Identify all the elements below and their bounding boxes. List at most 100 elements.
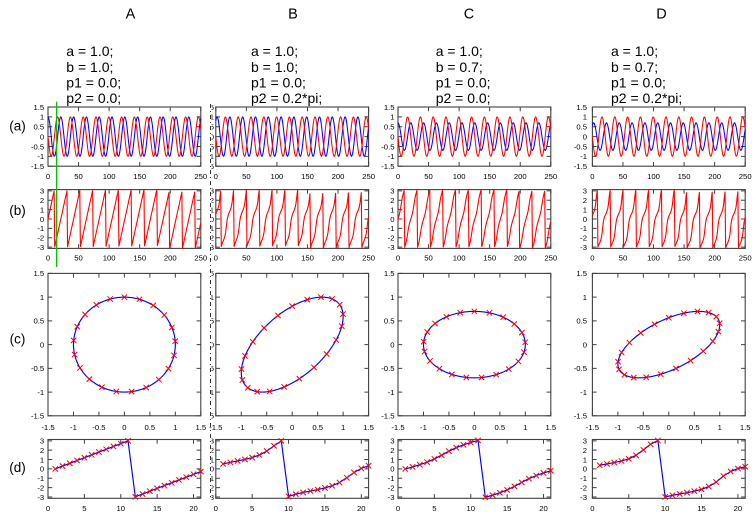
svg-text:250: 250 xyxy=(544,172,557,181)
svg-text:-1.5: -1.5 xyxy=(201,162,214,171)
svg-text:-1: -1 xyxy=(614,423,621,432)
svg-text:10: 10 xyxy=(284,504,293,513)
svg-text:-0.5: -0.5 xyxy=(442,423,455,432)
svg-text:150: 150 xyxy=(483,172,496,181)
svg-text:1: 1 xyxy=(390,293,394,302)
svg-text:-1.5: -1.5 xyxy=(381,412,394,421)
svg-text:b = 1.0;: b = 1.0; xyxy=(251,59,298,75)
svg-text:0: 0 xyxy=(583,132,587,141)
svg-text:200: 200 xyxy=(514,254,527,263)
svg-text:1: 1 xyxy=(40,293,44,302)
svg-text:150: 150 xyxy=(483,254,496,263)
svg-text:1: 1 xyxy=(583,205,587,214)
svg-text:-0.5: -0.5 xyxy=(31,142,44,151)
svg-text:200: 200 xyxy=(708,172,721,181)
svg-text:-2: -2 xyxy=(388,483,395,492)
svg-text:0.5: 0.5 xyxy=(495,423,506,432)
svg-text:5: 5 xyxy=(627,504,631,513)
svg-text:-1: -1 xyxy=(388,224,395,233)
svg-text:(d): (d) xyxy=(9,460,26,475)
svg-text:-0.5: -0.5 xyxy=(260,423,273,432)
svg-text:-1: -1 xyxy=(70,423,77,432)
svg-text:-3: -3 xyxy=(37,243,44,252)
svg-text:-2: -2 xyxy=(580,483,587,492)
svg-text:-0.5: -0.5 xyxy=(381,142,394,151)
svg-text:-1: -1 xyxy=(580,474,587,483)
svg-text:-1: -1 xyxy=(37,224,44,233)
svg-text:100: 100 xyxy=(103,172,116,181)
svg-text:3: 3 xyxy=(40,187,44,196)
svg-text:3: 3 xyxy=(583,437,587,446)
svg-text:a = 1.0;: a = 1.0; xyxy=(436,43,483,59)
svg-text:1: 1 xyxy=(718,423,722,432)
svg-text:0: 0 xyxy=(390,132,394,141)
svg-text:0.5: 0.5 xyxy=(34,317,45,326)
svg-text:1: 1 xyxy=(390,113,394,122)
svg-text:1.5: 1.5 xyxy=(363,423,374,432)
svg-text:150: 150 xyxy=(678,254,691,263)
svg-text:200: 200 xyxy=(164,254,177,263)
svg-text:1.5: 1.5 xyxy=(203,269,214,278)
svg-text:5: 5 xyxy=(82,504,86,513)
svg-text:p1 = 0.0;: p1 = 0.0; xyxy=(66,74,121,90)
svg-text:0: 0 xyxy=(122,423,126,432)
svg-text:1: 1 xyxy=(583,113,587,122)
svg-text:1.5: 1.5 xyxy=(576,103,587,112)
svg-text:1: 1 xyxy=(40,205,44,214)
svg-text:a = 1.0;: a = 1.0; xyxy=(66,43,113,59)
svg-text:-1: -1 xyxy=(207,152,214,161)
svg-text:-1: -1 xyxy=(207,388,214,397)
svg-text:15: 15 xyxy=(697,504,706,513)
svg-text:0: 0 xyxy=(583,215,587,224)
svg-text:250: 250 xyxy=(362,172,375,181)
svg-text:0: 0 xyxy=(40,132,44,141)
svg-text:150: 150 xyxy=(301,254,314,263)
svg-text:50: 50 xyxy=(242,172,251,181)
svg-text:10: 10 xyxy=(661,504,670,513)
svg-text:-1: -1 xyxy=(388,152,395,161)
svg-text:0: 0 xyxy=(583,340,587,349)
svg-text:0: 0 xyxy=(40,465,44,474)
svg-text:1: 1 xyxy=(390,205,394,214)
svg-text:100: 100 xyxy=(103,254,116,263)
svg-text:0: 0 xyxy=(46,172,50,181)
svg-text:0: 0 xyxy=(210,465,214,474)
svg-text:15: 15 xyxy=(153,504,162,513)
svg-text:p1 = 0.0;: p1 = 0.0; xyxy=(611,74,666,90)
svg-text:-1: -1 xyxy=(580,152,587,161)
svg-text:0: 0 xyxy=(390,340,394,349)
svg-text:250: 250 xyxy=(194,172,207,181)
svg-text:0: 0 xyxy=(590,254,594,263)
svg-text:0.5: 0.5 xyxy=(203,317,214,326)
svg-text:3: 3 xyxy=(40,437,44,446)
svg-text:0: 0 xyxy=(390,215,394,224)
svg-text:10: 10 xyxy=(116,504,125,513)
svg-text:1.5: 1.5 xyxy=(740,423,751,432)
svg-text:2: 2 xyxy=(210,446,214,455)
svg-text:1: 1 xyxy=(341,423,345,432)
svg-text:1.5: 1.5 xyxy=(384,269,395,278)
svg-text:3: 3 xyxy=(390,187,394,196)
svg-text:1.5: 1.5 xyxy=(545,423,556,432)
svg-text:-0.5: -0.5 xyxy=(201,364,214,373)
svg-text:-1: -1 xyxy=(207,224,214,233)
svg-text:-0.5: -0.5 xyxy=(31,364,44,373)
svg-text:-1: -1 xyxy=(388,474,395,483)
svg-text:100: 100 xyxy=(271,172,284,181)
svg-text:0: 0 xyxy=(210,132,214,141)
svg-text:0: 0 xyxy=(214,172,218,181)
svg-text:200: 200 xyxy=(708,254,721,263)
svg-text:0: 0 xyxy=(214,504,218,513)
svg-text:-1.5: -1.5 xyxy=(209,423,222,432)
svg-text:(a): (a) xyxy=(9,119,26,134)
svg-text:-3: -3 xyxy=(580,243,587,252)
svg-text:100: 100 xyxy=(453,172,466,181)
svg-text:-0.5: -0.5 xyxy=(637,423,650,432)
svg-text:1: 1 xyxy=(40,455,44,464)
svg-text:250: 250 xyxy=(362,254,375,263)
svg-text:-0.5: -0.5 xyxy=(574,142,587,151)
svg-text:2: 2 xyxy=(40,446,44,455)
svg-text:0: 0 xyxy=(396,172,400,181)
svg-text:100: 100 xyxy=(271,254,284,263)
svg-text:-3: -3 xyxy=(388,243,395,252)
